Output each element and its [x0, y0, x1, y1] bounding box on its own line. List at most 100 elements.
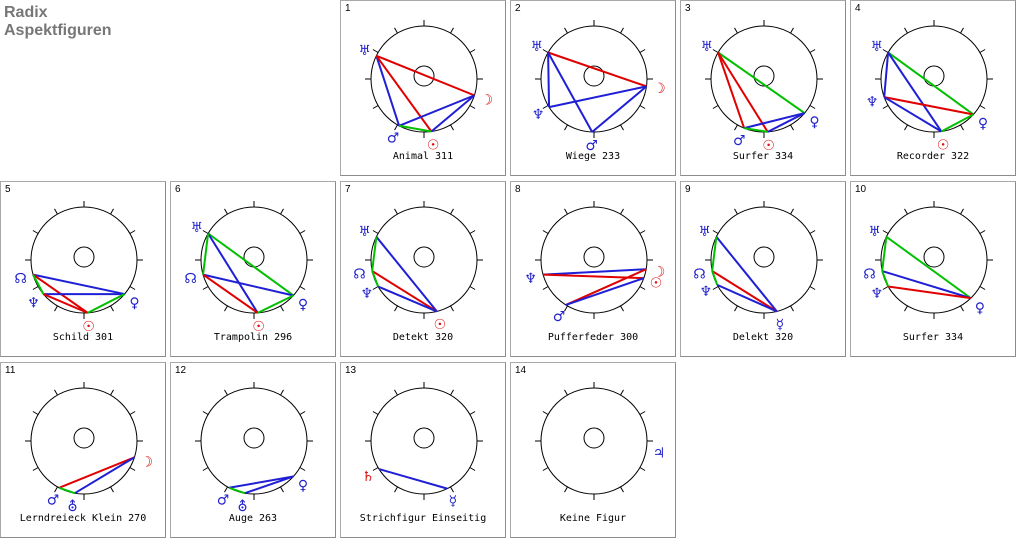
subtitle: Aspektfiguren	[4, 22, 112, 39]
planet-glyph-icon: ♅	[358, 224, 371, 240]
center-circle	[923, 246, 945, 268]
figure-label: Recorder 322	[896, 151, 970, 162]
planet-glyph-icon: ⛢	[237, 499, 247, 513]
planet-glyph-icon: ♂	[387, 130, 400, 146]
aspect-line-green	[887, 51, 974, 116]
wheel-tick	[639, 411, 646, 415]
aspect-wheel: ♅ ☽ ♂ ☉	[358, 20, 493, 151]
title: Radix	[4, 4, 48, 21]
aspect-panel-5: 5 ☊ ♆ ♀ ☉ Schild 301	[0, 181, 166, 357]
aspect-line-green	[881, 236, 888, 272]
planet-glyph-icon: ☽	[653, 264, 666, 280]
aspect-line-blue	[378, 468, 448, 490]
planet-glyph-icon: ♅	[868, 224, 881, 240]
wheel-tick	[280, 305, 284, 312]
figure-label: Surfer 334	[732, 151, 794, 162]
wheel-tick	[32, 467, 39, 471]
panel-number: 3	[685, 3, 691, 14]
wheel-tick	[620, 208, 624, 215]
aspect-panel-14: 14 ♃ Keine Figur	[510, 362, 676, 538]
wheel-tick	[979, 230, 986, 234]
planet-glyph-icon: ☿	[776, 317, 785, 332]
aspect-line-red	[202, 273, 259, 314]
wheel-tick	[394, 124, 398, 131]
planet-glyph-icon: ♆	[27, 295, 40, 311]
wheel-tick	[469, 49, 476, 53]
planet-glyph-icon: ♅	[871, 39, 884, 55]
wheel-tick	[129, 467, 136, 471]
wheel-tick	[202, 411, 209, 415]
wheel-tick	[224, 486, 228, 493]
aspect-panel-7: 7 ♅ ☊ ♆ ☉ Detekt 320	[340, 181, 506, 357]
wheel-tick	[372, 286, 379, 290]
wheel-tick	[639, 49, 646, 53]
aspect-line-blue	[32, 273, 125, 296]
wheel-tick	[129, 230, 136, 234]
wheel-tick	[542, 105, 549, 109]
wheel-tick	[960, 208, 964, 215]
aspect-line-blue	[547, 52, 551, 108]
center-circle	[243, 246, 265, 268]
wheel-tick	[979, 49, 986, 53]
planet-glyph-icon: ☊	[353, 267, 365, 283]
wheel-tick	[450, 124, 454, 131]
wheel-tick	[809, 49, 816, 53]
planet-glyph-icon: ♅	[698, 224, 711, 240]
wheel-tick	[790, 124, 794, 131]
wheel-tick	[734, 27, 738, 34]
aspect-wheel: ♃	[535, 382, 665, 500]
wheel-tick	[32, 411, 39, 415]
aspect-wheel: ♅ ☊♆ ☿	[693, 201, 823, 332]
aspect-line-red	[717, 51, 769, 133]
aspect-panel-9: 9 ♅ ☊ ♆ ☿ Delekt 320	[680, 181, 846, 357]
wheel-tick	[979, 286, 986, 290]
planet-glyph-icon: ☉	[82, 319, 95, 332]
wheel-tick	[372, 49, 379, 53]
wheel-tick	[54, 208, 58, 215]
wheel-tick	[712, 230, 719, 234]
aspect-line-blue	[565, 277, 645, 306]
wheel-tick	[790, 208, 794, 215]
planet-glyph-icon: ☽	[653, 81, 666, 97]
aspect-line-red	[371, 270, 438, 313]
aspect-line-red	[43, 293, 89, 314]
aspect-line-red	[375, 54, 475, 97]
wheel-tick	[882, 230, 889, 234]
aspect-line-blue	[430, 94, 476, 133]
planet-glyph-icon: ♀	[298, 478, 308, 494]
wheel-tick	[882, 286, 889, 290]
planet-glyph-icon: ♀	[978, 116, 988, 132]
wheel-tick	[542, 286, 549, 290]
figure-label: Auge 263	[228, 513, 278, 524]
figure-label: Wiege 233	[565, 151, 621, 162]
planet-glyph-icon: ☿	[449, 493, 458, 509]
planet-glyph-icon: ♂	[217, 492, 230, 508]
panel-number: 8	[515, 184, 521, 195]
aspect-panel-2: 2 ♅ ☽ ♆ ♂ Wiege 233	[510, 0, 676, 176]
aspect-line-green	[881, 270, 890, 287]
aspect-line-green	[371, 236, 378, 272]
aspect-wheel: ☊♆ ♀ ☉	[14, 201, 143, 332]
planet-glyph-icon: ☉	[762, 138, 775, 151]
center-circle	[583, 246, 605, 268]
planet-glyph-icon: ♄	[362, 469, 375, 485]
wheel-tick	[54, 389, 58, 396]
aspect-line-green	[711, 236, 718, 272]
planet-glyph-icon: ♀	[298, 297, 308, 313]
wheel-circle	[540, 25, 648, 133]
wheel-tick	[904, 27, 908, 34]
aspect-line-green	[257, 294, 294, 314]
planet-glyph-icon: ♆	[524, 271, 537, 287]
figure-label: Surfer 334	[902, 332, 964, 343]
aspect-line-blue	[716, 283, 778, 313]
planet-glyph-icon: ♀	[129, 295, 139, 311]
aspect-panel-12: 12 ♂ ⛢ ♀ Auge 263	[170, 362, 336, 538]
aspect-wheel: ♅ ☽ ♆ ♂	[531, 20, 666, 151]
wheel-circle	[540, 387, 648, 495]
aspect-line-red	[711, 270, 778, 313]
aspect-panel-1: 1 ♅ ☽ ♂ ☉ Animal 311	[340, 0, 506, 176]
center-circle	[413, 427, 435, 449]
figure-label: Schild 301	[52, 332, 114, 343]
aspect-wheel: ☽ ♆ ♂ ☉	[524, 201, 666, 325]
wheel-tick	[564, 27, 568, 34]
